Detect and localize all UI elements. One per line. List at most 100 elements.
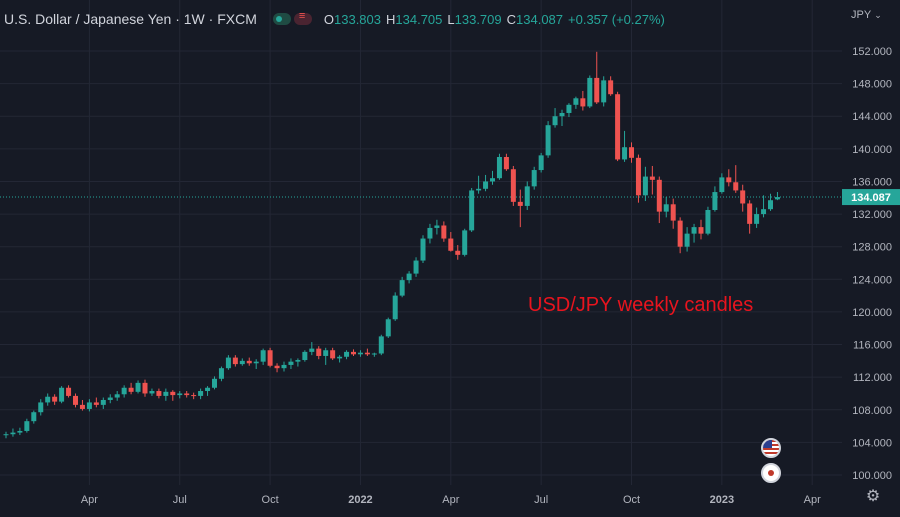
symbol-title[interactable]: U.S. Dollar / Japanese Yen · 1W · FXCM [4, 11, 257, 27]
candle-body [316, 348, 322, 356]
candle-body [476, 188, 482, 191]
time-tick-label: Jul [173, 494, 187, 506]
candle-body [302, 351, 308, 361]
chart-annotation: USD/JPY weekly candles [528, 294, 753, 316]
time-tick-label: Apr [804, 494, 821, 506]
candle-body [246, 360, 252, 364]
candle-body [344, 351, 350, 357]
candle-body [740, 190, 746, 204]
candle-body [420, 238, 426, 261]
price-tick-label: 124.000 [852, 274, 892, 286]
candle-body [93, 402, 99, 405]
price-tick-label: 152.000 [852, 46, 892, 58]
candle-body [684, 233, 690, 247]
candle-body [712, 192, 718, 210]
price-tick-label: 132.000 [852, 209, 892, 221]
candle-body [170, 391, 176, 396]
price-tick-label: 144.000 [852, 111, 892, 123]
candle-body [517, 201, 523, 206]
candle-body [545, 125, 551, 156]
candle-body [629, 147, 634, 158]
candle-body [719, 177, 725, 193]
japan-flag-icon[interactable] [761, 463, 781, 483]
candle-body [573, 98, 579, 105]
candle-body [413, 260, 419, 274]
candle-body [406, 273, 412, 281]
price-axis[interactable]: 100.000 104.000 108.000 112.000 116.000 120.0… [852, 46, 892, 482]
candle-body [17, 430, 23, 433]
price-tick-label: 104.000 [852, 437, 892, 449]
candle-body [232, 357, 238, 365]
candle-body [552, 116, 558, 126]
ohlc-readout: O133.803 H134.705 L133.709 C134.087 +0.3… [324, 12, 665, 27]
candle-body [184, 393, 190, 396]
candle-body [768, 200, 773, 210]
candle-body [761, 209, 767, 215]
candle-body [59, 387, 65, 402]
toggle-indicator-icon[interactable] [293, 10, 312, 25]
candle-body [156, 391, 162, 396]
open-label: O [323, 11, 334, 27]
price-tick-label: 116.000 [853, 340, 892, 352]
price-tick-label: 120.000 [852, 307, 892, 319]
chevron-down-icon: ⌄ [874, 10, 882, 20]
close-value: 134.087 [516, 11, 564, 27]
time-tick-label: 2022 [348, 494, 372, 506]
candle-body [198, 391, 204, 396]
candle-body [114, 394, 120, 398]
candle-body [392, 295, 398, 320]
candle-body [149, 391, 155, 394]
gear-icon[interactable]: ⚙ [865, 488, 881, 505]
us-flag-icon[interactable] [761, 438, 781, 458]
candle-body [191, 395, 197, 397]
candle-body [496, 157, 502, 179]
candle-body [267, 350, 273, 366]
candle-body [663, 204, 669, 212]
candle-body [503, 157, 509, 170]
last-price-tag [842, 189, 900, 206]
candle-body [135, 382, 141, 392]
candle-body [538, 155, 544, 171]
candle-body [66, 387, 72, 396]
candle-body [337, 356, 343, 359]
currency-selector[interactable]: JPY ⌄ [851, 9, 882, 21]
candle-body [524, 186, 530, 206]
candle-body [86, 402, 92, 409]
indicator-toggle[interactable] [272, 10, 312, 25]
candle-body [615, 94, 621, 160]
candle-body [309, 348, 315, 352]
candle-body [281, 364, 287, 369]
candle-body [705, 210, 711, 234]
candle-body [357, 352, 363, 355]
time-tick-label: Oct [262, 494, 279, 506]
candle-body [635, 157, 641, 196]
candle-body [378, 336, 384, 354]
price-tick-label: 140.000 [852, 144, 892, 156]
candle-body [142, 382, 148, 394]
toggle-indicator-icon[interactable] [272, 13, 291, 25]
candle-body [177, 393, 183, 396]
candle-body [107, 397, 113, 400]
candle-body [330, 350, 336, 359]
candle-body [531, 170, 537, 187]
candle-body [274, 365, 280, 369]
candle-body [434, 225, 440, 228]
candle-body [754, 214, 760, 224]
grid-lines [0, 0, 842, 485]
time-axis[interactable]: Apr Jul Oct 2022 Apr Jul Oct 2023 Apr [81, 494, 821, 506]
candle-body [601, 80, 607, 103]
candle-body [212, 378, 217, 388]
candle-body [218, 368, 224, 379]
last-price-label: 134.087 [851, 192, 891, 204]
price-tick-label: 108.000 [852, 405, 892, 417]
candle-body [351, 351, 356, 355]
time-tick-label: Apr [442, 494, 459, 506]
candle-body [100, 399, 106, 405]
candle-body [3, 434, 9, 436]
candle-body [385, 319, 391, 337]
candle-body [622, 147, 628, 160]
candle-body [45, 396, 51, 403]
time-tick-label: Jul [534, 494, 548, 506]
candle-body [239, 360, 245, 365]
